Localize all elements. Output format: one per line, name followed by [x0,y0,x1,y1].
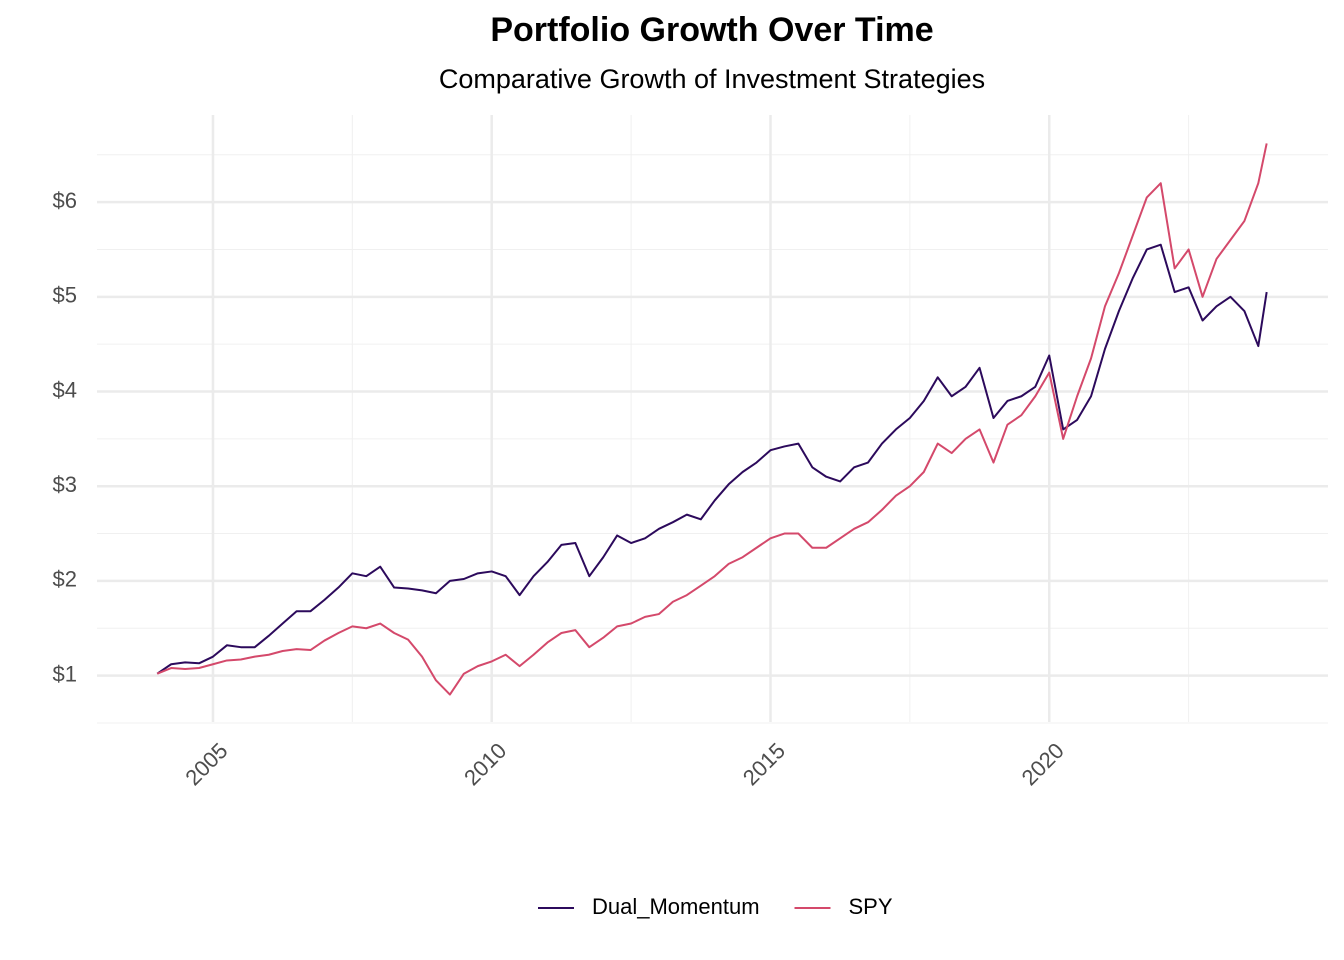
x-tick-label: 2015 [738,738,790,790]
legend-label: SPY [849,894,893,919]
legend-label: Dual_Momentum [592,894,760,919]
chart-subtitle: Comparative Growth of Investment Strateg… [439,64,985,94]
x-tick-label: 2020 [1017,738,1069,790]
y-tick-label: $3 [53,472,77,497]
y-tick-label: $2 [53,567,77,592]
lines [156,143,1268,696]
grid: $1 $2 $3 $4 $5 $6 2005 2010 2015 2020 [53,115,1328,790]
x-tick-label: 2010 [459,738,511,790]
series-line [156,243,1268,675]
y-tick-label: $6 [53,188,77,213]
series-line [156,143,1268,696]
legend: Dual_Momentum SPY [538,894,893,919]
y-tick-label: $4 [53,377,77,402]
x-tick-label: 2005 [180,738,232,790]
chart-title: Portfolio Growth Over Time [490,11,933,49]
y-tick-label: $1 [53,661,77,686]
y-tick-label: $5 [53,283,77,308]
